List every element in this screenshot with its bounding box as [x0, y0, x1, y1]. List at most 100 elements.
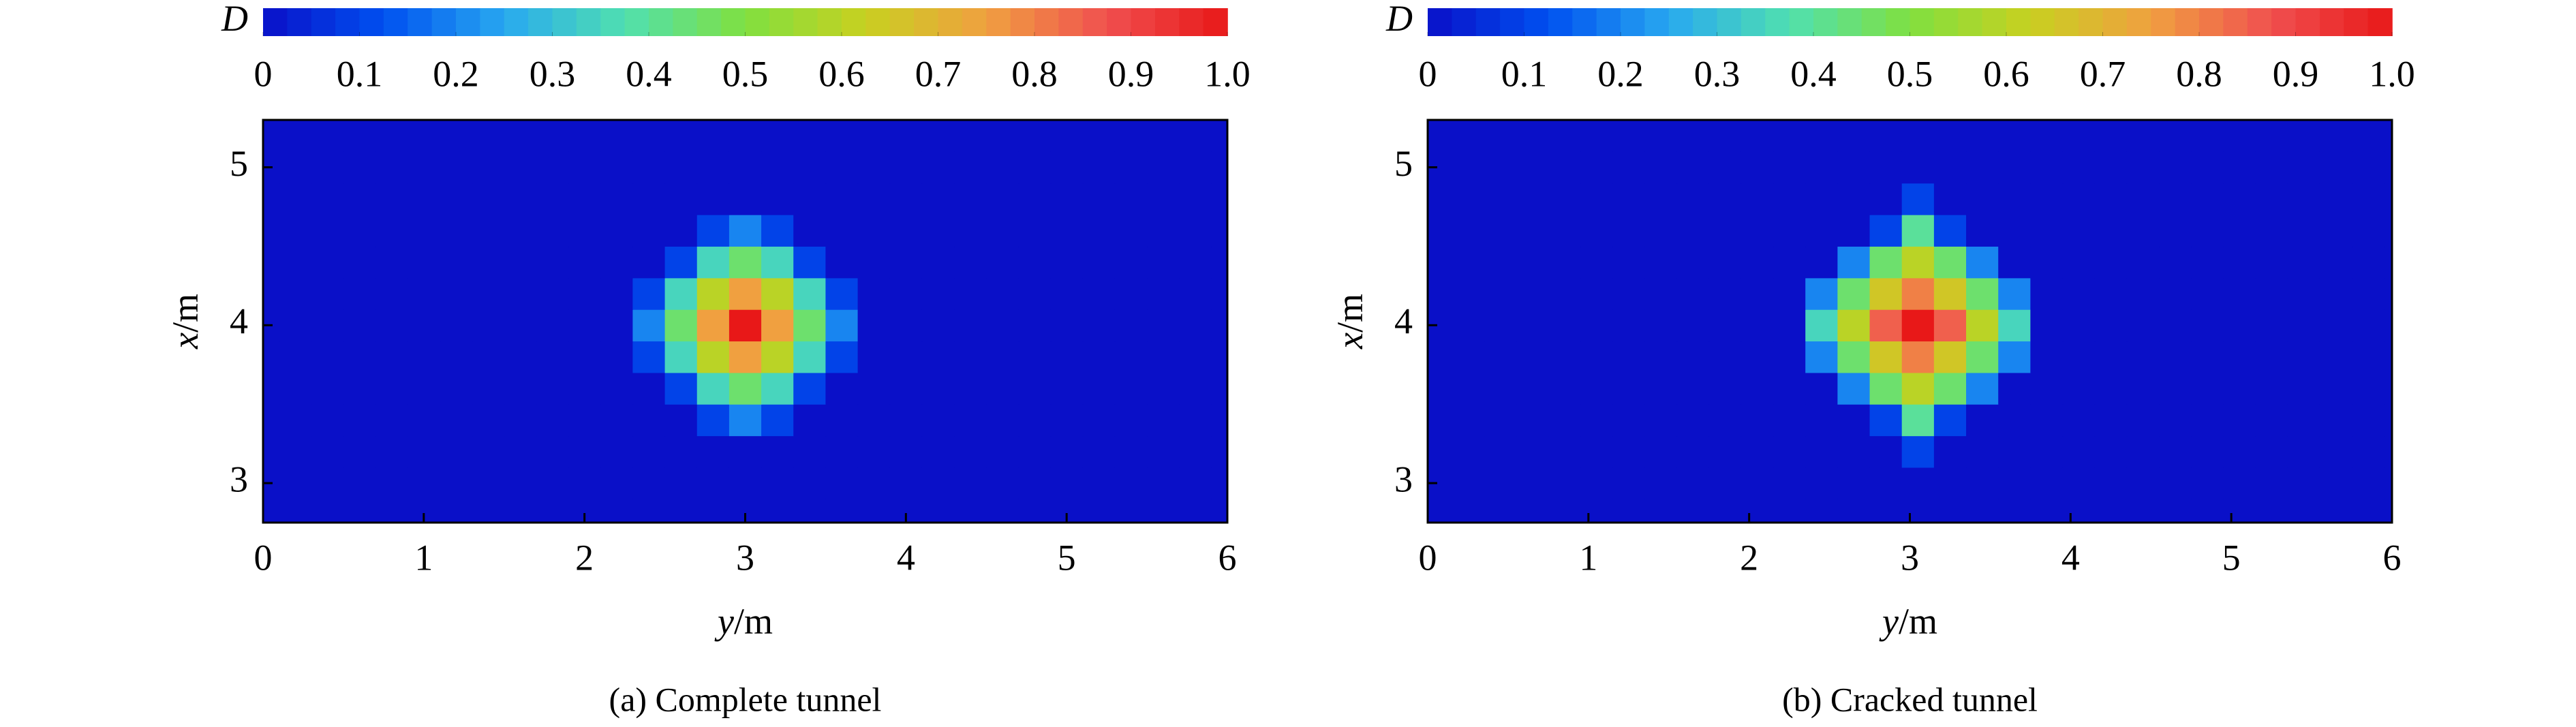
heat-cell [472, 277, 505, 310]
colorbar-label: D [1385, 0, 1413, 39]
heat-cell [1484, 372, 1517, 405]
heat-cell [440, 215, 473, 247]
heat-cell [1676, 372, 1710, 405]
heat-cell [536, 215, 569, 247]
colorbar-tick-label: 1.0 [1204, 53, 1251, 94]
heat-cell [1050, 151, 1084, 184]
heat-cell [536, 151, 569, 184]
heat-cell [1516, 499, 1549, 523]
heat-cell [504, 277, 537, 310]
heat-cell [1805, 435, 1838, 468]
heat-cell [2191, 341, 2224, 373]
heat-cell [2191, 499, 2224, 523]
heat-cell [2255, 309, 2288, 342]
heat-cell [1644, 215, 1678, 247]
heat-cell [1998, 499, 2031, 523]
colorbar-step [1958, 8, 1983, 36]
heat-cell [793, 341, 827, 373]
heat-cell [986, 120, 1019, 152]
heat-cell [1612, 183, 1645, 215]
heat-cell [1708, 246, 1742, 279]
heat-cell [1805, 151, 1838, 184]
heat-cell [1676, 404, 1710, 437]
heat-cell [408, 151, 441, 184]
heat-cell [1741, 309, 1774, 342]
heat-cell [311, 246, 344, 279]
heat-cell [1933, 183, 1967, 215]
heat-cell [1114, 277, 1148, 310]
heat-cell [2094, 183, 2128, 215]
heat-cell [1211, 309, 1227, 342]
colorbar-step [359, 8, 384, 36]
x-tick-label: 6 [1218, 537, 1237, 578]
colorbar-tick-label: 0.7 [915, 53, 962, 94]
heat-cell [986, 309, 1019, 342]
colorbar-tick-label: 0.6 [1983, 53, 2029, 94]
heat-cell [1484, 183, 1517, 215]
colorbar-tick-label: 0 [254, 53, 273, 94]
heat-cell [632, 277, 666, 310]
heat-cell [1428, 215, 1452, 247]
heat-cell [279, 435, 312, 468]
colorbar-step [649, 8, 674, 36]
heat-cell [1741, 183, 1774, 215]
heat-cell [986, 341, 1019, 373]
heat-cell [2384, 215, 2392, 247]
heat-cell [664, 246, 698, 279]
heat-cell [1837, 372, 1871, 405]
heat-cell [472, 120, 505, 152]
heat-cell [408, 215, 441, 247]
heat-cell [263, 277, 280, 310]
heat-cell [279, 215, 312, 247]
heat-cell [263, 435, 280, 468]
heat-cell [1869, 341, 1903, 373]
heat-cell [664, 372, 698, 405]
heat-cell [1147, 277, 1180, 310]
heat-cell [1114, 215, 1148, 247]
heat-cell [1644, 151, 1678, 184]
heat-cell [1901, 215, 1935, 247]
heat-cell [1484, 435, 1517, 468]
heat-cell [793, 183, 827, 215]
heat-cell [1147, 372, 1180, 405]
heat-cell [1837, 435, 1871, 468]
heat-cell [1147, 246, 1180, 279]
heat-cell [632, 435, 666, 468]
colorbar-step [1500, 8, 1525, 36]
heat-cell [1741, 341, 1774, 373]
heat-cell [761, 277, 794, 310]
heat-cell [536, 499, 569, 523]
heat-cell [793, 151, 827, 184]
heat-cell [986, 404, 1019, 437]
heat-cell [1179, 499, 1212, 523]
heat-cell [729, 467, 762, 499]
colorbar-step [1203, 8, 1228, 36]
heat-cell [2191, 277, 2224, 310]
heat-cell [1516, 309, 1549, 342]
heat-cell [2030, 404, 2064, 437]
colorbar-step [865, 8, 891, 36]
heat-cell [536, 246, 569, 279]
heat-cell [1901, 372, 1935, 405]
heat-cell [921, 246, 955, 279]
colorbar-step [2295, 8, 2320, 36]
heat-cell [375, 372, 408, 405]
heat-cell [825, 341, 859, 373]
colorbar-step [2054, 8, 2079, 36]
heat-cell [1708, 372, 1742, 405]
heat-cell [1773, 435, 1806, 468]
heat-cell [1966, 183, 1999, 215]
heat-cell [1676, 246, 1710, 279]
axis-symbol: y [1879, 601, 1899, 642]
heat-cell [2062, 435, 2096, 468]
colorbar-step [2223, 8, 2248, 36]
axis-label: x/m [1330, 294, 1370, 350]
heat-cell [664, 499, 698, 523]
heat-cell [1998, 246, 2031, 279]
heat-cell [2159, 372, 2192, 405]
colorbar-step [2367, 8, 2393, 36]
colorbar-step [2199, 8, 2224, 36]
x-tick-label: 5 [1058, 537, 1076, 578]
heat-cell [1548, 151, 1581, 184]
heat-cell [2255, 435, 2288, 468]
